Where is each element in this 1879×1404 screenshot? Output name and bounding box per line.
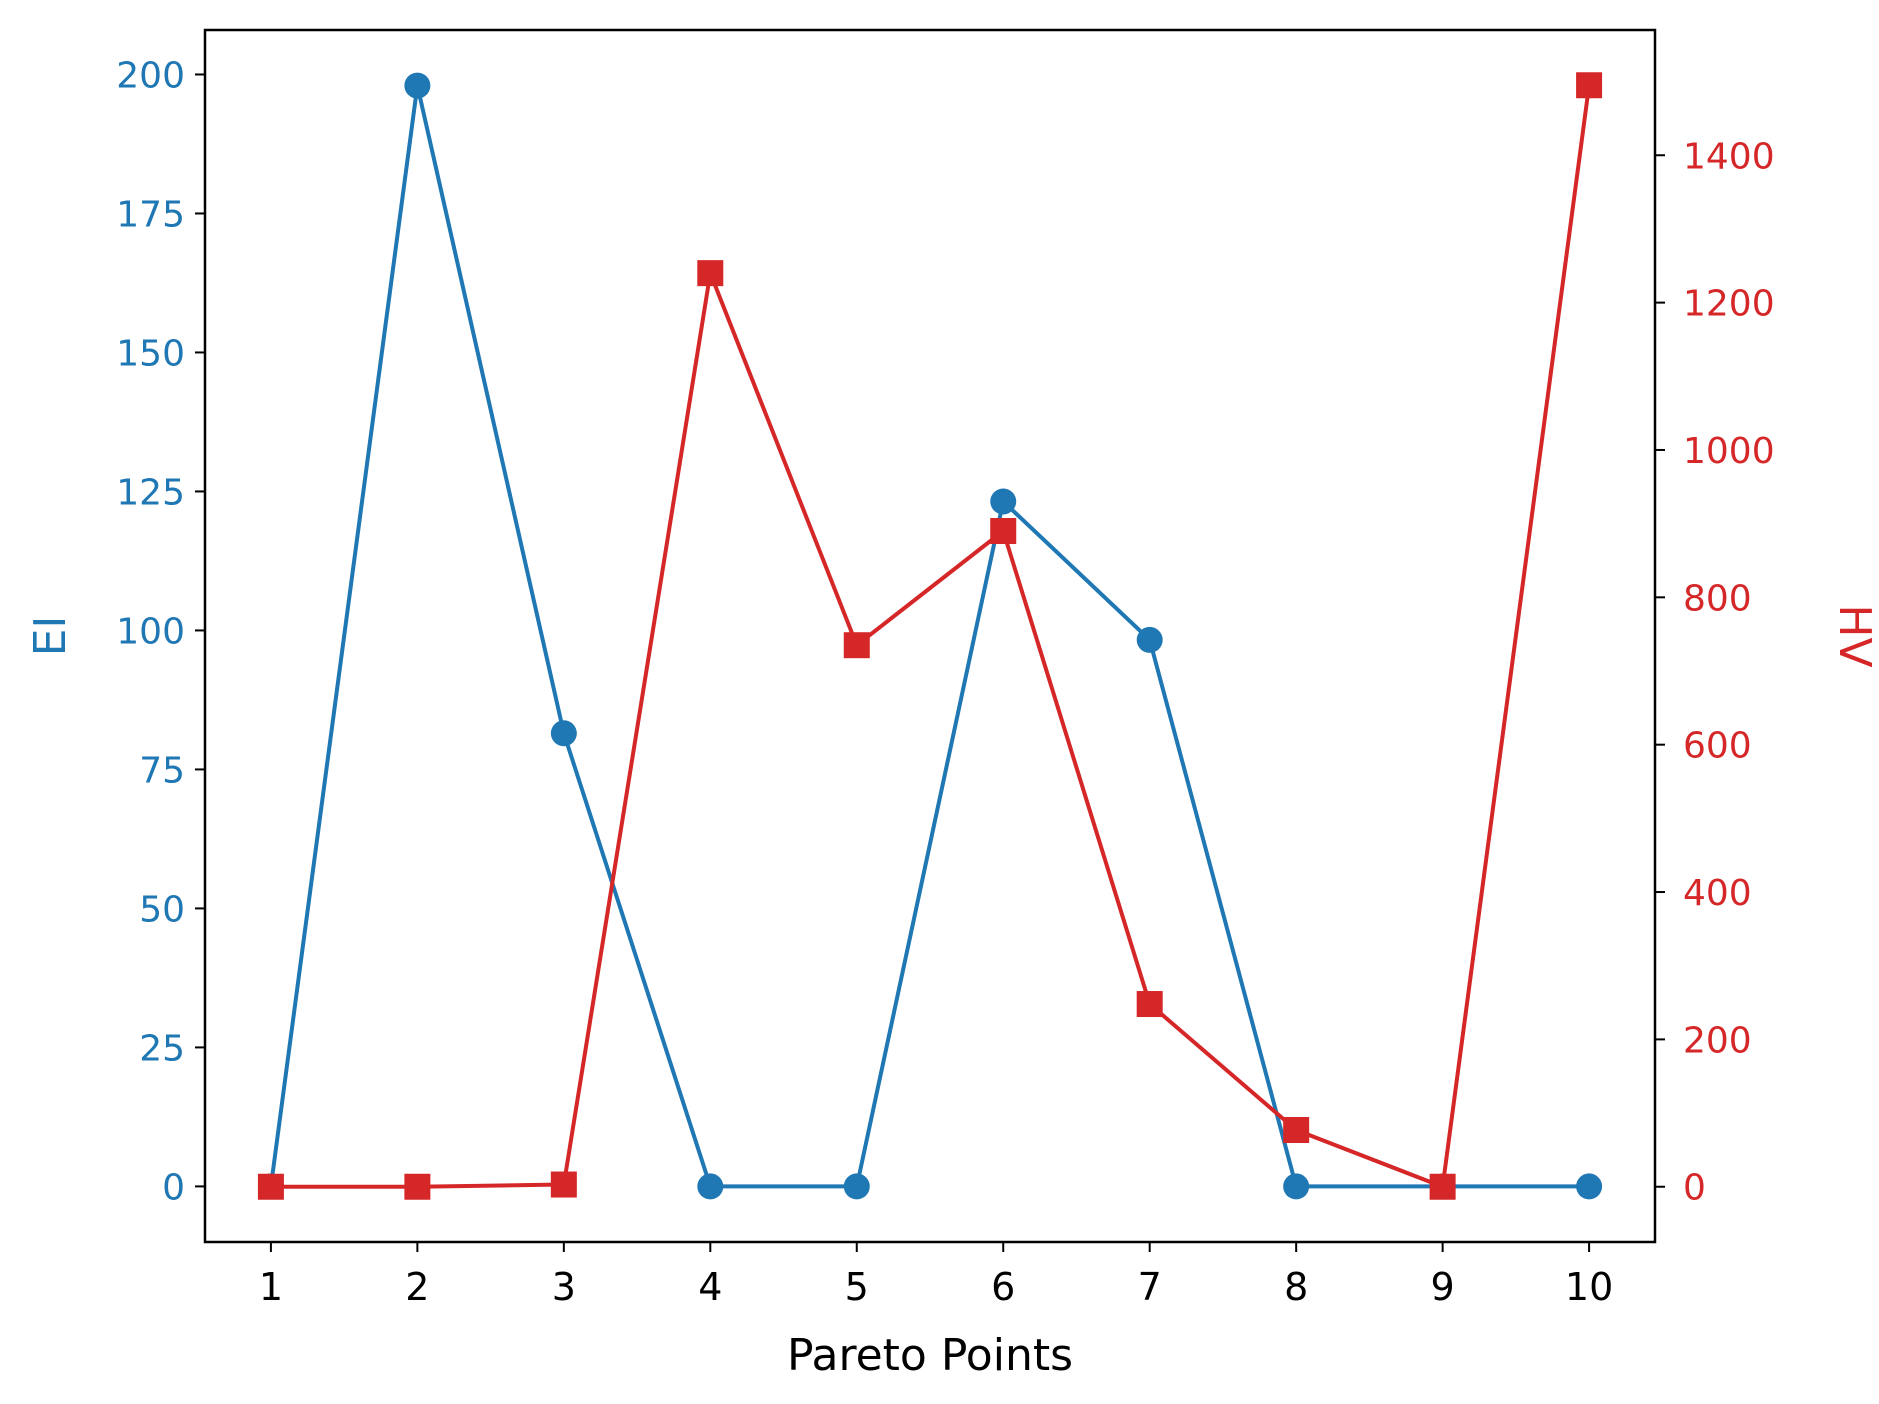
ei-point-6	[990, 488, 1017, 515]
left-y-axis-label: EI	[25, 616, 76, 657]
ei-point-5	[843, 1173, 870, 1200]
x-tick-label-4: 4	[698, 1265, 722, 1309]
right-y-tick-label-1400: 1400	[1683, 136, 1775, 177]
ei-point-2	[404, 72, 431, 99]
x-tick-label-7: 7	[1138, 1265, 1162, 1309]
ei-point-10	[1576, 1173, 1603, 1200]
ei-point-7	[1136, 626, 1163, 653]
ei-point-3	[550, 720, 577, 747]
left-y-tick-label-75: 75	[139, 750, 185, 791]
ei-point-8	[1283, 1173, 1310, 1200]
right-y-tick-label-1000: 1000	[1683, 431, 1775, 472]
hv-point-6	[990, 518, 1017, 545]
hv-point-9	[1429, 1173, 1456, 1200]
right-y-tick-label-0: 0	[1683, 1168, 1706, 1209]
x-tick-label-1: 1	[259, 1265, 283, 1309]
hv-point-7	[1136, 991, 1163, 1018]
x-tick-label-6: 6	[991, 1265, 1015, 1309]
right-y-tick-label-1200: 1200	[1683, 284, 1775, 325]
left-y-tick-label-200: 200	[116, 55, 185, 96]
left-y-tick-label-50: 50	[139, 889, 185, 930]
left-y-tick-label-175: 175	[116, 194, 185, 235]
x-tick-label-9: 9	[1431, 1265, 1455, 1309]
axes: 1 2 3 4 5 6 7 8 9 1002550751001251501752000200400…	[116, 28, 1775, 1309]
right-y-tick-label-600: 600	[1683, 726, 1752, 767]
x-tick-label-5: 5	[845, 1265, 869, 1309]
hv-point-1	[257, 1173, 284, 1200]
right-y-axis-label: HV	[1829, 604, 1879, 667]
hv-point-4	[697, 260, 724, 287]
left-y-tick-label-0: 0	[162, 1167, 185, 1208]
left-y-tick-label-125: 125	[116, 472, 185, 513]
left-y-tick-label-25: 25	[139, 1028, 185, 1069]
x-axis-label: Pareto Points	[787, 1330, 1073, 1381]
hv-series-line	[270, 84, 1592, 1189]
right-y-tick-label-400: 400	[1683, 873, 1752, 914]
left-y-tick-label-150: 150	[116, 333, 185, 374]
ei-point-4	[697, 1173, 724, 1200]
left-y-tick-label-100: 100	[116, 611, 185, 652]
x-tick-label-8: 8	[1284, 1265, 1308, 1309]
plot-frame	[203, 28, 1657, 1244]
hv-point-8	[1283, 1117, 1310, 1144]
ei-series-line	[268, 83, 1590, 1189]
hv-point-10	[1576, 72, 1603, 99]
plot-area	[257, 72, 1603, 1200]
hv-point-2	[404, 1173, 431, 1200]
x-tick-label-10: 10	[1565, 1265, 1613, 1309]
hv-point-3	[550, 1171, 577, 1198]
right-y-tick-label-800: 800	[1683, 578, 1752, 619]
x-tick-label-2: 2	[405, 1265, 429, 1309]
right-y-tick-label-200: 200	[1683, 1020, 1752, 1061]
x-tick-label-3: 3	[552, 1265, 576, 1309]
hv-point-5	[843, 632, 870, 659]
